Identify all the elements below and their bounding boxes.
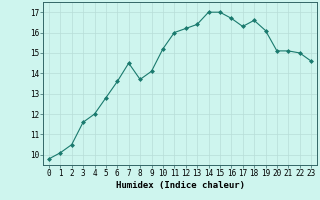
- X-axis label: Humidex (Indice chaleur): Humidex (Indice chaleur): [116, 181, 244, 190]
